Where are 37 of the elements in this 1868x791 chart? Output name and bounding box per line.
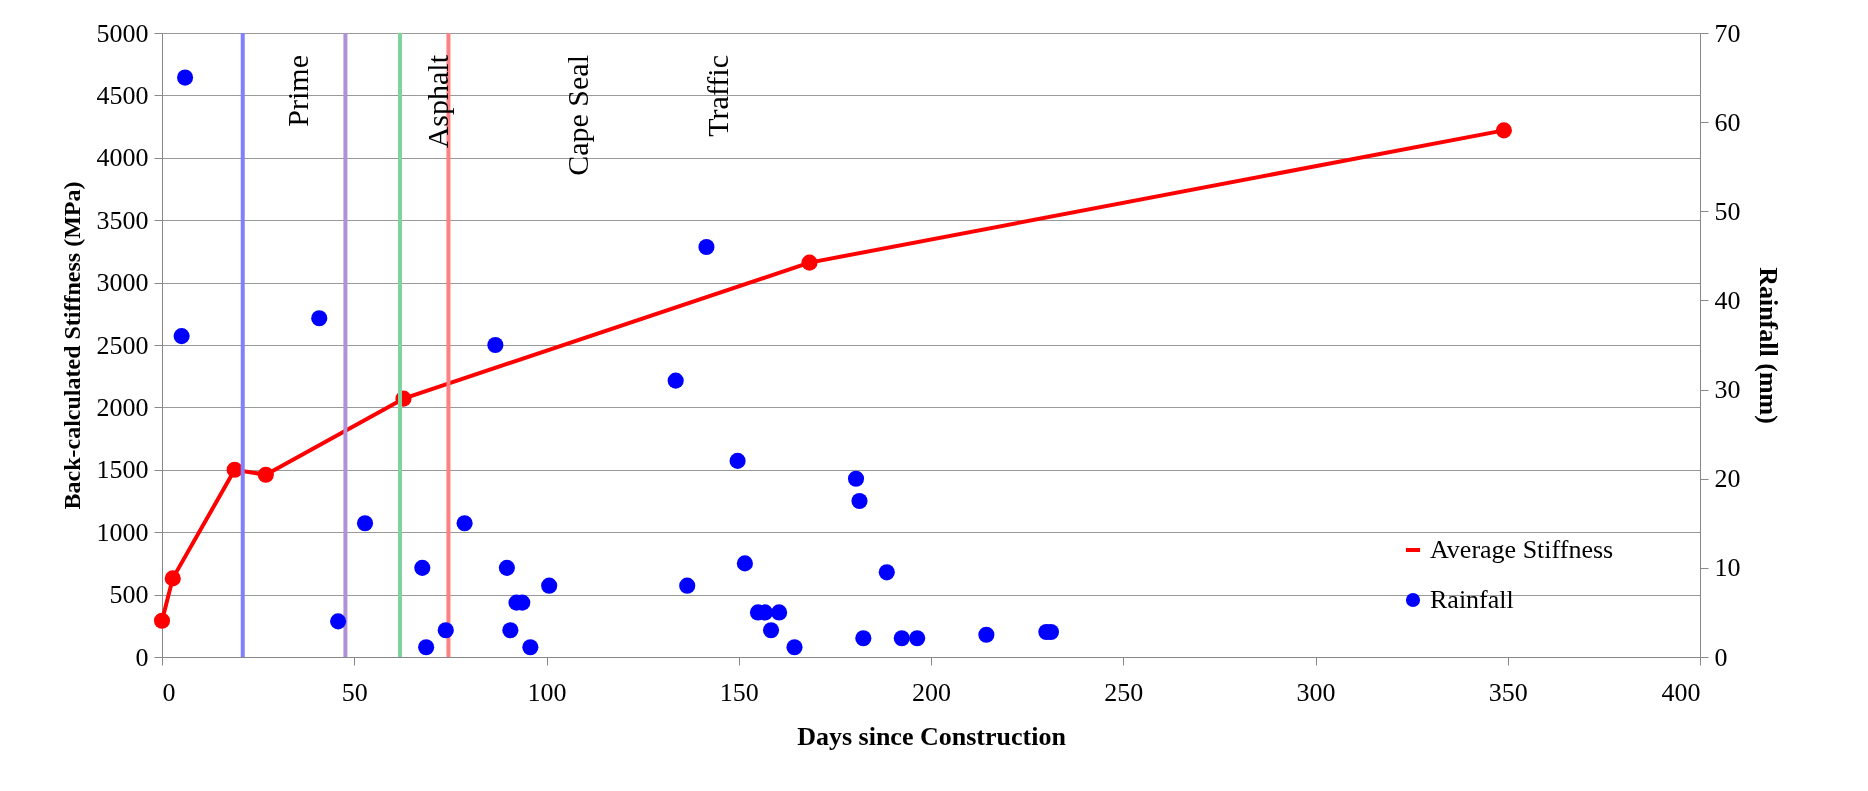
y-tick-label: 4000 [96,143,149,173]
y-tick-label: 2500 [96,330,149,360]
x-tick-label: 250 [1104,677,1144,707]
annotation: Prime [281,55,314,127]
x-tick-label: 50 [341,677,368,707]
x-tick-label: 350 [1488,677,1528,707]
y-tick-label: 1000 [96,517,149,547]
x-tick-label: 200 [912,677,951,707]
legend-label: Average Stiffness [1430,535,1614,564]
y-tick-label: 500 [109,580,149,610]
y2-tick-label: 10 [1714,553,1741,583]
annotation: Asphalt [421,54,454,149]
y2-tick-label: 60 [1714,107,1741,137]
y2-tick-label: 50 [1714,196,1741,226]
x-tick-label: 400 [1661,677,1701,707]
y-tick-label: 5000 [96,18,149,48]
y2-tick-label: 20 [1714,464,1741,494]
x-axis-title: Days since Construction [797,721,1067,751]
annotation: Cape Seal [561,55,594,176]
y-tick-label: 1500 [96,455,149,485]
y2-axis-title: Rainfall (mm) [1753,267,1783,424]
y-tick-label: 0 [135,642,149,672]
y2-tick-label: 70 [1714,18,1741,48]
y2-tick-label: 40 [1714,285,1741,315]
x-tick-label: 0 [162,677,176,707]
y-tick-label: 2000 [96,392,149,422]
x-tick-label: 150 [719,677,759,707]
y-tick-label: 3500 [96,205,149,235]
y-tick-label: 4500 [96,80,149,110]
y-tick-label: 3000 [96,268,149,298]
y2-tick-label: 30 [1714,375,1741,405]
x-tick-label: 100 [527,677,567,707]
x-tick-label: 300 [1296,677,1336,707]
y-axis-title: Back-calculated Stiffness (MPa) [58,181,85,510]
annotation: Traffic [701,55,734,137]
y2-tick-label: 0 [1714,642,1728,672]
legend-label: Rainfall [1430,585,1514,614]
